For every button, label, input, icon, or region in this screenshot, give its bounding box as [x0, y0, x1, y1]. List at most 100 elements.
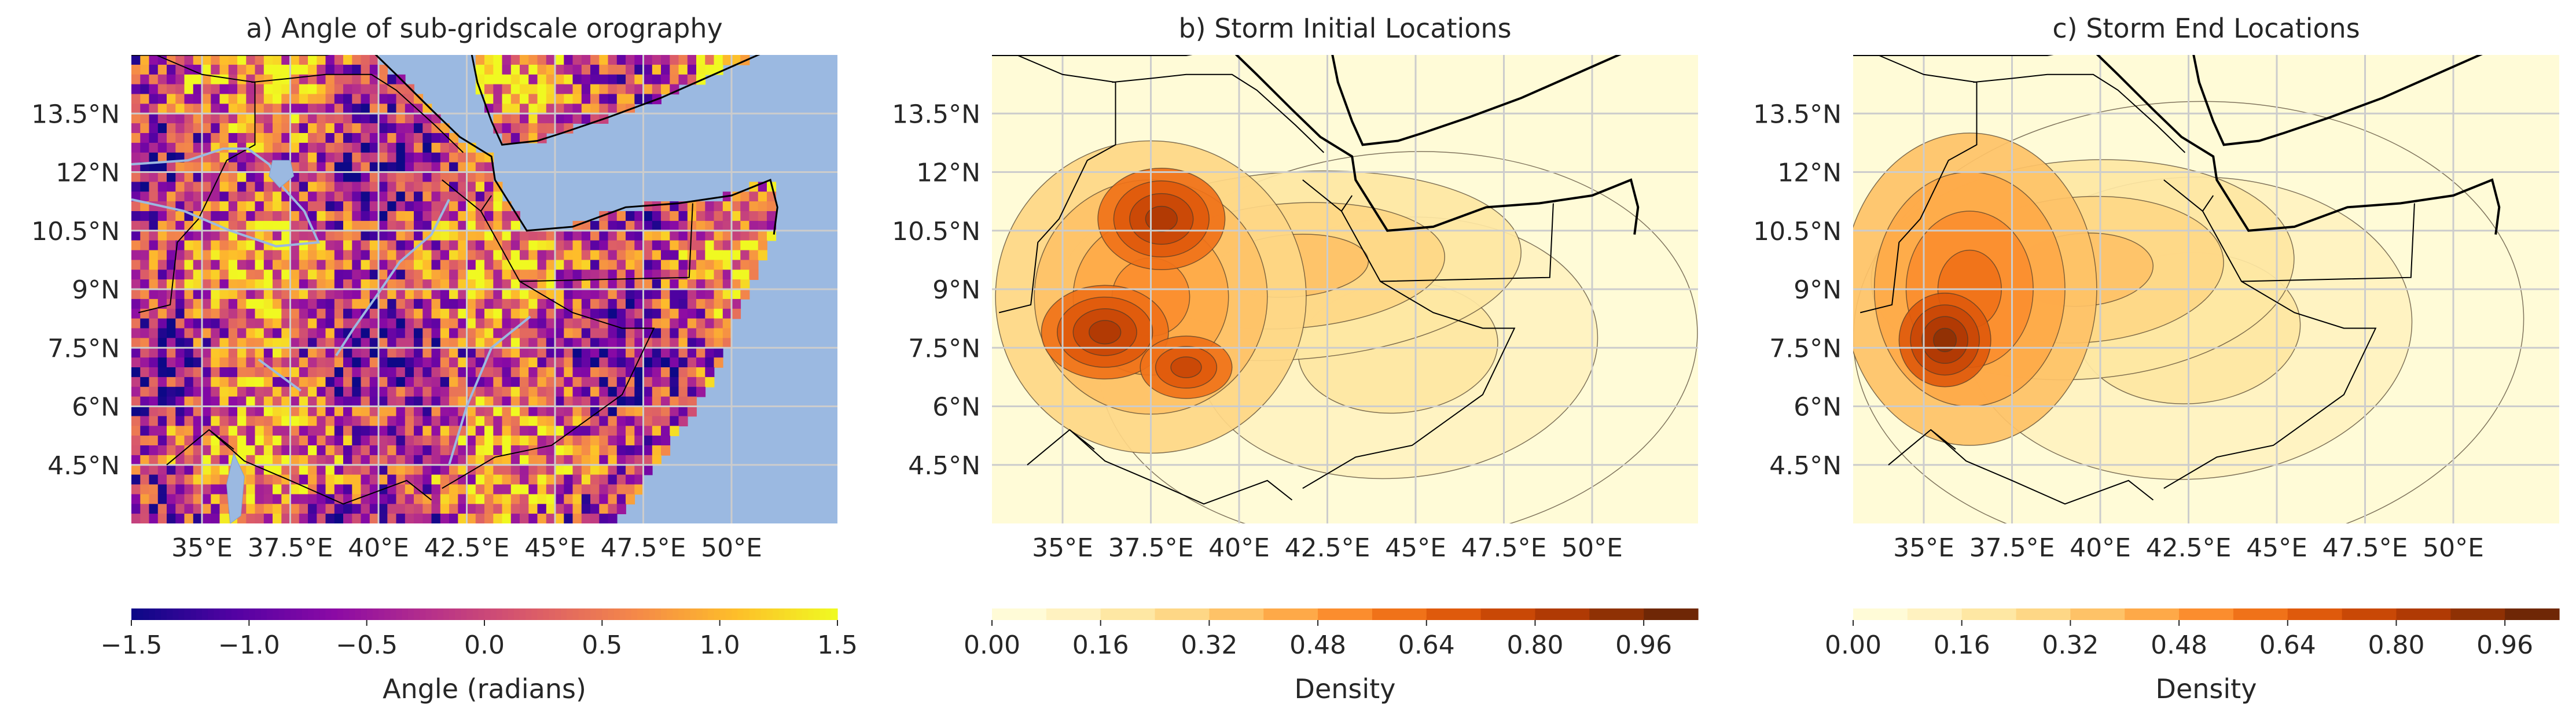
raster-cell	[325, 104, 335, 115]
raster-cell	[369, 464, 379, 475]
raster-cell	[484, 464, 494, 475]
raster-cell	[273, 142, 282, 153]
raster-cell	[184, 250, 194, 261]
raster-cell	[211, 270, 221, 280]
colorbar-segment	[678, 608, 685, 620]
raster-cell	[661, 436, 671, 446]
raster-cell	[317, 279, 326, 290]
raster-cell	[273, 94, 282, 105]
raster-cell	[369, 357, 379, 368]
raster-cell	[281, 230, 291, 241]
raster-cell	[652, 308, 662, 319]
raster-cell	[184, 416, 194, 427]
raster-cell	[219, 308, 229, 319]
raster-cell	[290, 133, 300, 143]
panel-c-map	[1853, 55, 2559, 523]
colorbar-segment	[355, 608, 362, 620]
raster-cell	[626, 464, 635, 475]
raster-cell	[325, 152, 335, 163]
raster-cell	[361, 84, 370, 95]
colorbar-segment	[2342, 608, 2397, 620]
raster-cell	[608, 260, 618, 271]
raster-cell	[749, 201, 759, 212]
raster-cell	[167, 328, 177, 339]
colorbar-segment	[214, 608, 221, 620]
raster-cell	[149, 220, 159, 231]
raster-cell	[228, 357, 238, 368]
raster-cell	[422, 123, 432, 134]
raster-cell	[661, 426, 671, 436]
raster-cell	[299, 142, 308, 153]
raster-cell	[317, 64, 326, 75]
raster-cell	[237, 436, 247, 446]
raster-cell	[431, 182, 441, 193]
raster-cell	[546, 514, 556, 523]
raster-cell	[431, 318, 441, 329]
raster-cell	[484, 377, 494, 388]
raster-cell	[493, 474, 503, 485]
raster-cell	[343, 55, 353, 65]
raster-cell	[202, 396, 212, 407]
raster-cell	[157, 328, 167, 339]
raster-cell	[317, 308, 326, 319]
raster-cell	[458, 464, 468, 475]
raster-cell	[555, 298, 565, 309]
raster-cell	[767, 211, 777, 222]
colorbar-segment	[2287, 608, 2343, 620]
raster-cell	[414, 348, 424, 358]
raster-cell	[246, 123, 256, 134]
raster-cell	[290, 279, 300, 290]
raster-cell	[290, 250, 300, 261]
raster-cell	[193, 104, 203, 115]
raster-cell	[255, 220, 264, 231]
raster-cell	[431, 279, 441, 290]
raster-cell	[387, 289, 397, 300]
colorbar-segment	[137, 608, 144, 620]
raster-cell	[211, 504, 221, 514]
raster-cell	[740, 191, 750, 202]
raster-cell	[379, 201, 388, 212]
raster-cell	[590, 436, 600, 446]
raster-cell	[211, 328, 221, 339]
raster-cell	[379, 211, 388, 222]
raster-cell	[369, 133, 379, 143]
raster-cell	[273, 211, 282, 222]
raster-cell	[564, 230, 574, 241]
raster-cell	[564, 504, 574, 514]
raster-cell	[193, 455, 203, 466]
raster-cell	[361, 436, 370, 446]
raster-cell	[502, 298, 512, 309]
raster-cell	[608, 494, 618, 505]
raster-cell	[555, 289, 565, 300]
raster-cell	[475, 308, 485, 319]
country-border	[1380, 203, 1554, 282]
country-border	[2241, 203, 2415, 282]
colorbar-tick-label: 0.32	[1181, 630, 1237, 660]
raster-cell	[193, 328, 203, 339]
raster-cell	[387, 113, 397, 124]
raster-cell	[590, 84, 600, 95]
raster-cell	[184, 484, 194, 495]
raster-cell	[193, 357, 203, 368]
raster-cell	[361, 104, 370, 115]
raster-cell	[343, 464, 353, 475]
raster-cell	[528, 474, 538, 485]
raster-cell	[414, 182, 424, 193]
raster-cell	[740, 279, 750, 290]
raster-cell	[581, 348, 591, 358]
raster-cell	[431, 230, 441, 241]
raster-cell	[599, 367, 609, 378]
raster-cell	[299, 94, 308, 105]
raster-cell	[484, 298, 494, 309]
raster-cell	[308, 338, 318, 349]
raster-cell	[157, 318, 167, 329]
raster-cell	[581, 396, 591, 407]
raster-cell	[211, 308, 221, 319]
raster-cell	[528, 240, 538, 251]
raster-cell	[696, 201, 706, 212]
raster-cell	[458, 436, 468, 446]
raster-cell	[564, 445, 574, 456]
raster-cell	[255, 436, 264, 446]
raster-cell	[325, 436, 335, 446]
colorbar-segment	[219, 608, 226, 620]
